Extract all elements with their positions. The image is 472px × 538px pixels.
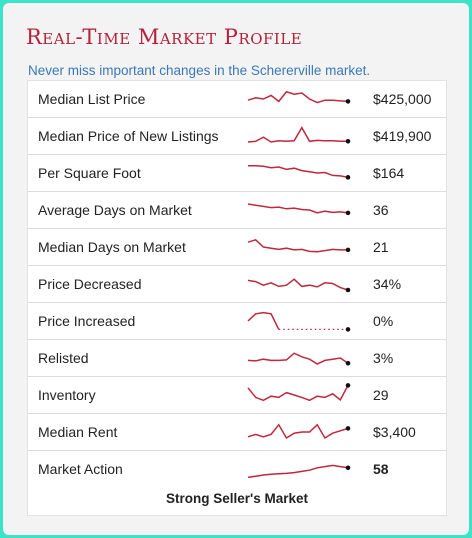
sparkline-chart [247,203,351,216]
table-row: Inventory 29 [28,377,446,414]
row-label: Median Days on Market [38,239,186,255]
sparkline-line [247,126,348,143]
market-stats-table: Median List Price $425,000 Median Price of… [27,80,447,516]
row-value: $425,000 [373,91,432,107]
sparkline-chart [247,90,351,104]
page-title: Real-Time Market Profile [26,25,303,49]
sparkline-end-dot [345,210,351,216]
table-row: Price Increased 0% [28,303,446,340]
sparkline-end-dot [345,99,351,104]
sparkline-line [247,238,348,253]
market-profile-widget: Real-Time Market Profile Never miss impo… [3,3,469,535]
row-value: 21 [373,239,389,255]
row-value: $164 [373,165,405,181]
table-row: Median List Price $425,000 [28,81,446,118]
sparkline-chart [247,464,351,479]
row-label: Per Square Foot [38,165,141,181]
sparkline-line [247,203,349,214]
row-value: 3% [373,350,394,366]
sparkline-end-dot [345,383,351,388]
sparkline-chart [247,126,351,144]
sparkline-chart [247,238,351,253]
sparkline-line [247,423,349,440]
row-value: 29 [373,387,389,403]
sparkline-end-dot [345,465,351,471]
sparkline-end-dot [345,327,351,332]
row-value: 36 [373,202,389,218]
sparkline-line [247,385,349,402]
subtitle: Never miss important changes in the Sche… [28,63,371,78]
table-row: Average Days on Market 36 [28,192,446,229]
sparkline-chart [247,311,351,332]
table-row: Per Square Foot $164 [28,155,446,192]
sparkline-line [248,165,349,179]
row-value: 58 [373,461,389,477]
sparkline-line [247,90,349,104]
sparkline-line [247,464,349,479]
table-row: Median Days on Market 21 [28,229,446,266]
sparkline-chart [247,383,351,402]
row-label: Price Increased [38,313,136,329]
sparkline-end-dot [345,360,351,366]
sparkline-end-dot [345,247,351,253]
row-value: $3,400 [373,424,416,440]
row-label: Median Price of New Listings [38,128,219,144]
sparkline-end-dot [345,138,351,144]
sparkline-chart [248,165,351,180]
row-label: Relisted [38,350,89,366]
row-label: Median Rent [38,424,118,440]
table-row: Median Price of New Listings $419,900 [28,118,446,155]
sparkline-chart [247,423,351,440]
row-label: Market Action [38,461,123,477]
sparkline-chart [247,278,351,293]
market-verdict: Strong Seller's Market [165,491,308,506]
sparkline-end-dot [345,426,351,431]
table-row: Median Rent $3,400 [28,414,446,451]
row-label: Price Decreased [38,276,142,292]
row-value: 34% [373,276,402,292]
sparkline-line [247,278,349,291]
sparkline-end-dot [345,287,351,293]
sparkline-chart [247,352,351,366]
sparkline-end-dot [345,175,351,180]
sparkline-line [247,352,349,365]
row-label: Average Days on Market [38,202,192,218]
sparkline-line [247,311,280,330]
row-label: Inventory [38,387,96,403]
row-label: Median List Price [38,91,146,107]
row-value: 0% [373,313,394,329]
row-value: $419,900 [373,128,432,144]
table-row: Market Action 58 [28,451,446,511]
table-row: Price Decreased 34% [28,266,446,303]
table-row: Relisted 3% [28,340,446,377]
